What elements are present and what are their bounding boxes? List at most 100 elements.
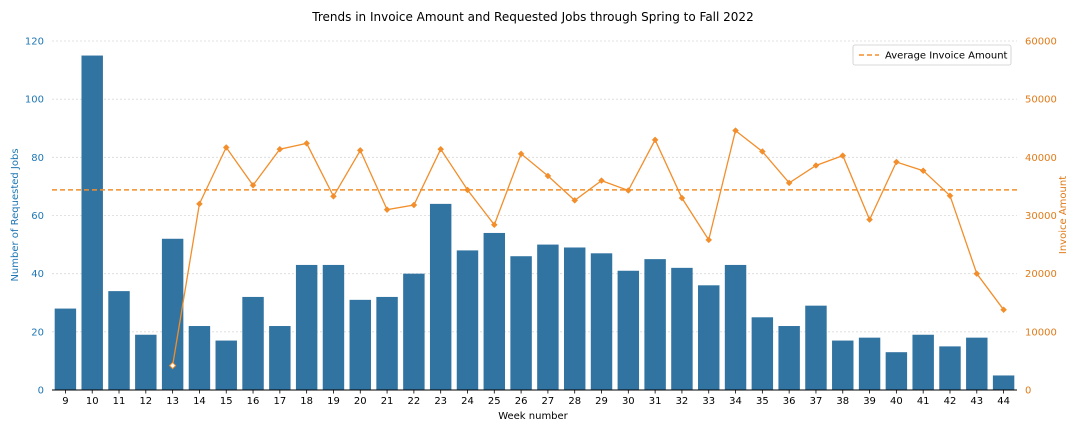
x-tick-label: 33 — [702, 396, 715, 407]
line-point — [222, 144, 230, 151]
line-point — [517, 150, 525, 158]
x-tick-label: 9 — [62, 396, 68, 407]
bar — [429, 203, 452, 390]
bar — [858, 337, 881, 390]
bar — [966, 337, 988, 390]
legend: Average Invoice Amount — [852, 44, 1012, 66]
x-tick-label: 13 — [166, 396, 179, 407]
y-left-tick-label: 100 — [25, 95, 44, 106]
invoice-line — [171, 129, 1005, 366]
line-point — [437, 145, 445, 153]
y-axis-left-label: Number of Requested Jobs — [10, 148, 21, 281]
x-tick-label: 26 — [515, 396, 528, 407]
bar — [242, 296, 264, 390]
line-point — [598, 177, 605, 184]
bar — [617, 270, 640, 390]
line-point — [785, 179, 793, 187]
x-tick-label: 21 — [381, 396, 394, 407]
y-right-tick-label: 0 — [1025, 386, 1031, 397]
line-point — [571, 197, 579, 204]
x-tick-label: 29 — [595, 396, 608, 407]
x-tick-label: 16 — [247, 396, 260, 407]
grid — [52, 40, 1017, 333]
bar — [349, 299, 371, 390]
line-point — [490, 221, 498, 229]
bar — [135, 334, 157, 390]
x-tick-label: 43 — [970, 396, 983, 407]
x-tick-label: 24 — [461, 396, 474, 407]
y-axis-right-label: Invoice Amount — [1058, 176, 1069, 254]
x-tick-label: 32 — [676, 396, 689, 407]
bar — [644, 259, 666, 390]
y-left-tick-label: 20 — [31, 327, 44, 338]
bar — [188, 326, 211, 390]
bar — [510, 256, 532, 390]
x-tick-label: 18 — [300, 396, 313, 407]
line-point — [973, 270, 981, 278]
line-point — [356, 146, 364, 154]
bar — [456, 250, 479, 390]
invoice-line-series — [168, 127, 1007, 370]
bar — [912, 334, 934, 390]
x-tick-label: 25 — [488, 396, 501, 407]
line-point — [303, 140, 311, 147]
bar — [778, 326, 800, 390]
y-right-tick-label: 30000 — [1025, 211, 1057, 222]
bar — [322, 264, 345, 390]
line-point — [544, 172, 552, 180]
bar — [295, 264, 318, 390]
y-right-tick-label: 40000 — [1025, 153, 1057, 164]
y-left-tick-label: 60 — [31, 211, 44, 222]
bar — [698, 285, 720, 390]
x-tick-label: 40 — [890, 396, 903, 407]
x-tick-label: 20 — [354, 396, 367, 407]
x-tick-label: 38 — [836, 396, 849, 407]
line-point — [812, 162, 820, 169]
bar — [563, 247, 586, 390]
line-point — [919, 167, 927, 175]
x-tick-label: 36 — [783, 396, 796, 407]
bar — [81, 55, 103, 391]
x-tick-label: 28 — [568, 396, 581, 407]
x-tick-label: 35 — [756, 396, 769, 407]
line-point — [705, 236, 713, 244]
bar — [590, 253, 613, 390]
y-right-tick-label: 60000 — [1025, 37, 1057, 48]
x-tick-label: 22 — [408, 396, 421, 407]
line-point — [196, 200, 203, 208]
x-tick-label: 37 — [810, 396, 823, 407]
line-point — [624, 187, 632, 194]
line-point — [678, 194, 686, 202]
x-tick-label: 15 — [220, 396, 233, 407]
y-right-tick-label: 20000 — [1025, 269, 1057, 280]
line-point — [1000, 306, 1007, 314]
line-point — [330, 192, 337, 200]
line-point — [276, 145, 284, 153]
line-point — [249, 181, 257, 189]
bar — [832, 340, 854, 390]
y-left-tick-label: 40 — [31, 269, 44, 280]
x-tick-label: 14 — [193, 396, 206, 407]
line-point — [732, 127, 739, 134]
x-tick-label: 30 — [622, 396, 635, 407]
x-tick-label: 17 — [273, 396, 286, 407]
line-point — [839, 152, 847, 159]
line-point — [893, 158, 900, 166]
bar — [161, 238, 184, 390]
bar — [939, 346, 961, 390]
line-point — [866, 216, 873, 223]
line-point — [651, 136, 659, 144]
legend-label: Average Invoice Amount — [885, 51, 1008, 62]
bar — [805, 305, 827, 390]
x-tick-label: 34 — [729, 396, 742, 407]
bar — [885, 352, 908, 390]
x-tick-label: 10 — [86, 396, 99, 407]
bar — [724, 264, 747, 390]
chart-title: Trends in Invoice Amount and Requested J… — [311, 10, 753, 24]
bar — [537, 244, 559, 390]
y-left-tick-label: 0 — [38, 386, 44, 397]
legend-box — [852, 44, 1012, 66]
bar — [751, 317, 774, 390]
line-point — [383, 206, 391, 214]
